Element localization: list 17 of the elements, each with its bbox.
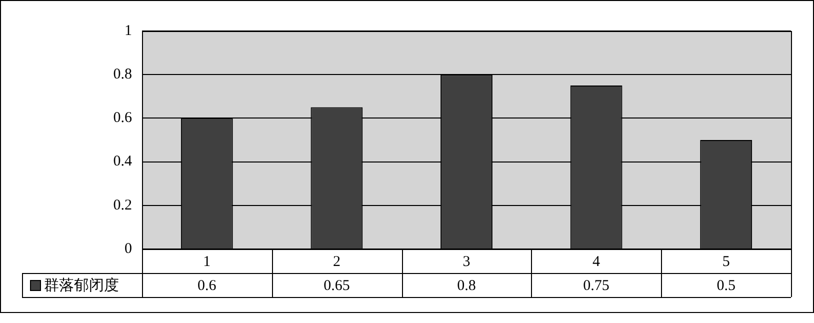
y-tick-label: 0.2 (113, 197, 132, 214)
data-label: 0.8 (457, 278, 476, 294)
x-tick-label: 4 (592, 254, 601, 270)
y-tick-label: 0.4 (113, 154, 132, 170)
data-label: 0.75 (583, 278, 610, 294)
x-tick-label: 2 (332, 254, 340, 270)
y-tick-label: 0.8 (113, 66, 132, 83)
y-tick-label: 0.6 (113, 110, 132, 126)
x-tick-label: 1 (203, 254, 211, 270)
data-label: 0.6 (198, 278, 217, 294)
data-label: 0.65 (324, 278, 350, 294)
legend-label: 群落郁闭度 (44, 276, 119, 294)
x-tick-label: 5 (722, 254, 730, 270)
data-label: 0.5 (716, 278, 736, 294)
y-tick-label: 1 (124, 22, 132, 39)
y-tick-label: 0 (124, 240, 132, 257)
x-tick-label: 3 (462, 254, 470, 270)
